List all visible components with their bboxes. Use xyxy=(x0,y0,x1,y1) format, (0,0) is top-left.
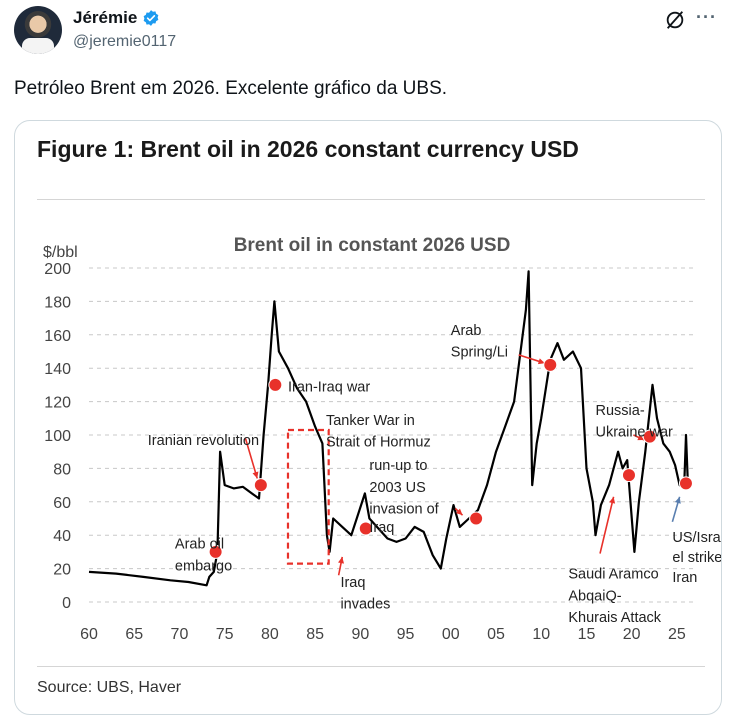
annotation-arrowhead xyxy=(537,358,545,365)
annotation-arrowhead xyxy=(609,496,616,504)
x-tick-label: 15 xyxy=(578,626,596,643)
brent-series-line xyxy=(88,270,689,587)
y-tick-label: 160 xyxy=(44,328,71,345)
x-tick-label: 65 xyxy=(125,626,143,643)
annotation-arrowhead xyxy=(252,471,259,479)
y-tick-label: 140 xyxy=(44,361,71,378)
y-tick-label: 40 xyxy=(53,528,71,545)
x-tick-label: 80 xyxy=(261,626,279,643)
annotation-label: invades xyxy=(340,597,390,613)
x-tick-label: 95 xyxy=(397,626,415,643)
author-avatar[interactable] xyxy=(14,6,62,54)
annotation-label: Saudi Aramco xyxy=(568,567,658,583)
annotation-label: Iran-Iraq war xyxy=(288,380,370,396)
x-tick-label: 70 xyxy=(171,626,189,643)
event-marker xyxy=(642,429,657,444)
x-tick-label: 00 xyxy=(442,626,460,643)
annotation-label: Iraq xyxy=(340,575,365,591)
annotation-arrowhead xyxy=(338,556,345,564)
y-tick-label: 100 xyxy=(44,428,71,445)
annotation-label: Strait of Hormuz xyxy=(326,435,431,451)
source-divider xyxy=(37,666,705,667)
annotation-label: invasion of xyxy=(369,501,439,517)
brent-chart: Brent oil in constant 2026 USD $/bbl 0 20 40… xyxy=(43,235,721,643)
x-tick-label: 10 xyxy=(532,626,550,643)
y-tick-label: 20 xyxy=(53,562,71,579)
annotation-label: AbqaiQ- xyxy=(568,588,621,604)
annotation-label: run-up to xyxy=(369,458,427,474)
annotation-label: Arab oil xyxy=(175,537,224,553)
annotation-arrowhead xyxy=(674,496,681,504)
annotation-label: Ukraine war xyxy=(596,425,674,441)
figure-title: Figure 1: Brent oil in 2026 constant cur… xyxy=(37,136,579,162)
figure-source: Source: UBS, Haver xyxy=(37,679,182,696)
annotation-label: Tanker War in xyxy=(326,413,415,429)
x-tick-label: 85 xyxy=(306,626,324,643)
annotation-label: Arab xyxy=(451,323,482,339)
verified-badge-icon xyxy=(143,10,159,26)
annotation-arrow xyxy=(599,496,615,554)
annotation-arrow xyxy=(244,438,259,479)
x-tick-label: 90 xyxy=(351,626,369,643)
x-tick-label: 25 xyxy=(668,626,686,643)
author-name[interactable]: Jérémie xyxy=(73,8,138,27)
more-options-icon[interactable]: ··· xyxy=(696,7,717,27)
event-marker xyxy=(268,377,283,392)
event-marker xyxy=(208,544,223,559)
annotation-label: Iraq xyxy=(369,520,394,536)
chart-title: Brent oil in constant 2026 USD xyxy=(234,235,511,256)
x-tick-label: 20 xyxy=(623,626,641,643)
tweet-text: Petróleo Brent em 2026. Excelente gráfic… xyxy=(14,78,448,99)
event-marker xyxy=(678,476,693,491)
annotation-arrowhead xyxy=(637,434,645,441)
event-marker xyxy=(543,357,558,372)
author-handle[interactable]: @jeremie0117 xyxy=(73,33,177,50)
y-tick-label: 0 xyxy=(62,595,71,612)
author-name-row[interactable]: Jérémie xyxy=(73,8,160,28)
x-tick-label: 75 xyxy=(216,626,234,643)
annotation-label: el strike xyxy=(672,550,721,566)
y-tick-label: 200 xyxy=(44,261,71,278)
y-tick-label: 180 xyxy=(44,294,71,311)
annotation-label: Khurais Attack xyxy=(568,610,661,626)
event-marker xyxy=(469,511,484,526)
annotation-label: Iranian revolution xyxy=(148,433,259,449)
event-marker xyxy=(621,468,636,483)
annotation-label: 2003 US xyxy=(369,480,425,496)
grok-icon[interactable] xyxy=(664,9,686,31)
y-tick-label: 60 xyxy=(53,495,71,512)
annotation-label: US/Isra xyxy=(672,530,721,546)
annotation-label: embargo xyxy=(175,558,232,574)
event-marker xyxy=(358,521,373,536)
tanker-war-box xyxy=(286,428,330,565)
annotation-label: Russia- xyxy=(596,403,645,419)
x-tick-label: 60 xyxy=(80,626,98,643)
y-tick-label: 80 xyxy=(53,461,71,478)
y-axis-label: $/bbl xyxy=(43,244,78,261)
annotation-label: Spring/Li xyxy=(451,345,508,361)
annotation-label: Iran xyxy=(672,570,697,586)
y-tick-label: 120 xyxy=(44,395,71,412)
event-marker xyxy=(253,478,268,493)
image-card[interactable]: Figure 1: Brent oil in 2026 constant cur… xyxy=(14,120,722,715)
x-tick-label: 05 xyxy=(487,626,505,643)
annotation-arrowhead xyxy=(455,508,463,516)
title-divider xyxy=(37,199,705,200)
